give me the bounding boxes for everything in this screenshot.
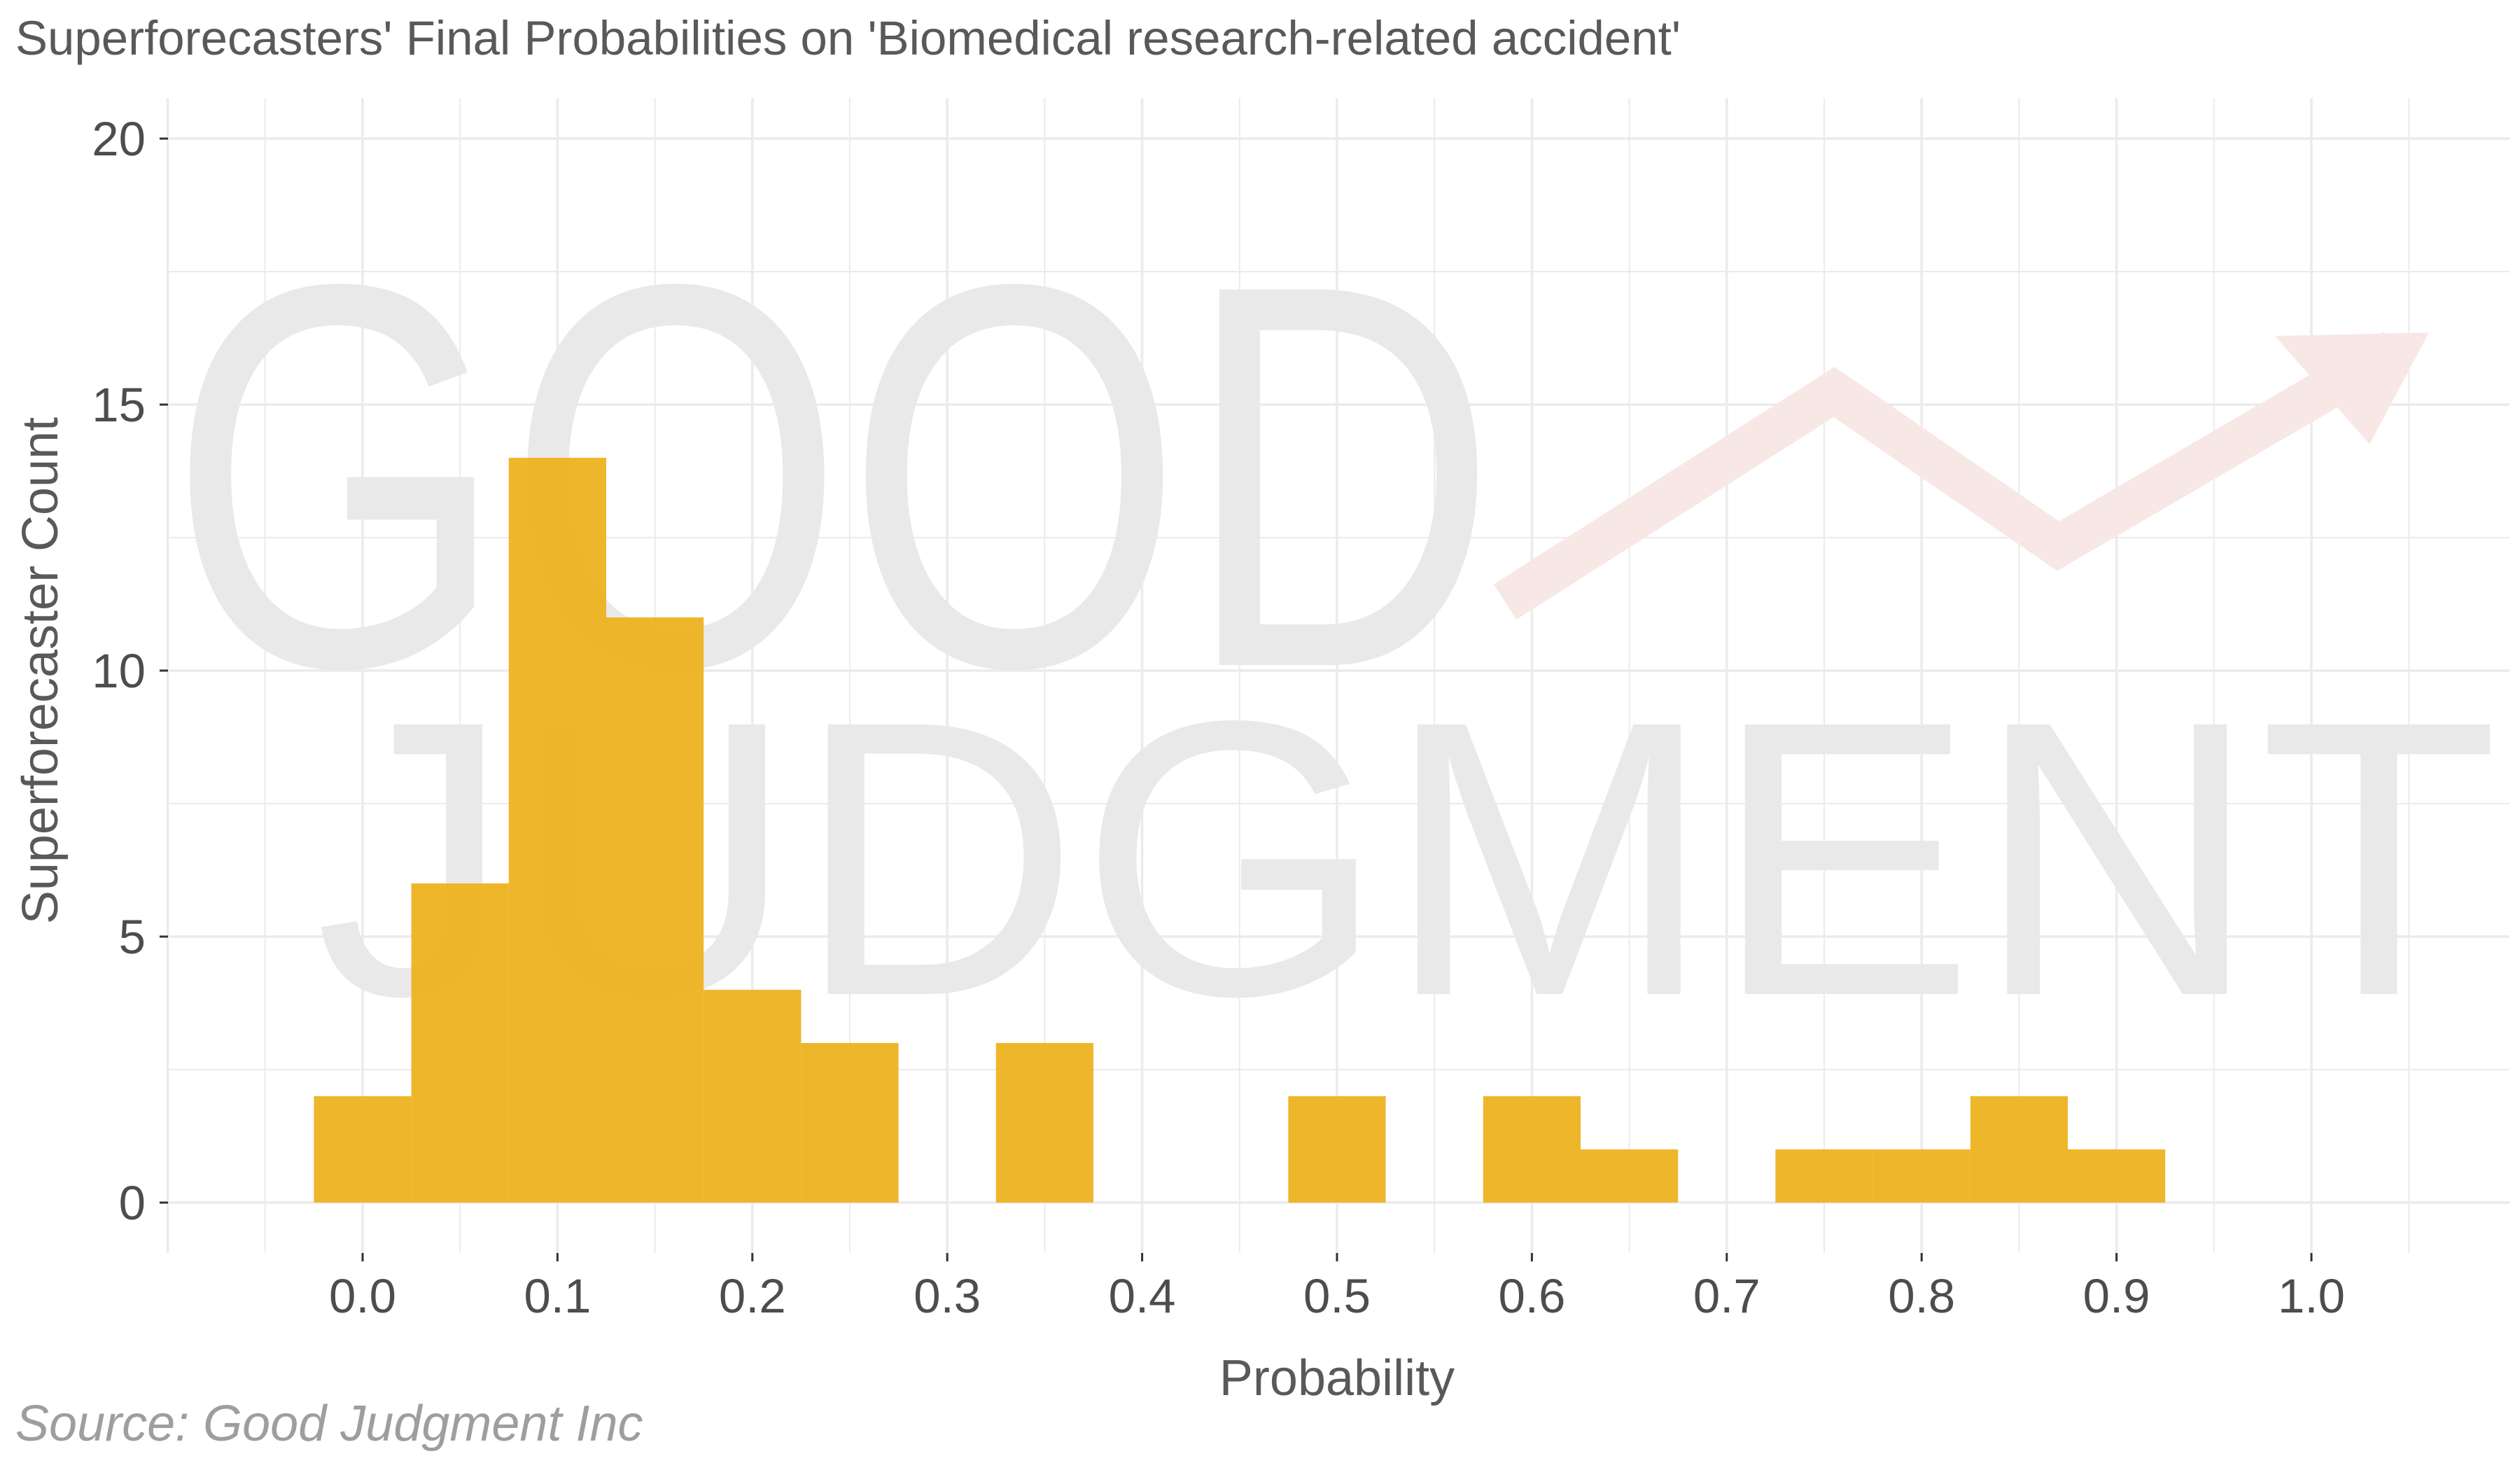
x-tick-label: 0.9 (2083, 1269, 2150, 1323)
gridlines (166, 98, 2510, 1253)
x-tick-label: 0.1 (524, 1269, 591, 1323)
x-axis-label: Probability (1219, 1350, 1455, 1406)
y-tick-label: 5 (119, 910, 146, 964)
histogram-bar (606, 617, 704, 1203)
histogram-bar (1970, 1096, 2068, 1203)
y-axis-label: Superforecaster Count (13, 417, 69, 924)
x-tick-label: 0.7 (1693, 1269, 1760, 1323)
x-tick-label: 0.3 (913, 1269, 981, 1323)
histogram-bar (2068, 1149, 2166, 1203)
histogram-bars (314, 458, 2166, 1203)
histogram-bar (1872, 1149, 1970, 1203)
y-tick-label: 10 (92, 644, 146, 698)
axes: 0.0 0.1 0.2 0.3 0.4 0.5 0.6 0.7 0.8 0.9 1.0 0 5 10 15 2… (92, 112, 2345, 1323)
histogram-bar (704, 990, 802, 1203)
x-tick-label: 0.4 (1109, 1269, 1176, 1323)
watermark-line-1: GOOD (168, 172, 1498, 781)
histogram-bar (508, 458, 606, 1203)
histogram-bar (1775, 1149, 1873, 1203)
histogram-bar (1581, 1149, 1679, 1203)
x-tick-label: 0.6 (1498, 1269, 1565, 1323)
histogram-bar (314, 1096, 412, 1203)
histogram-bar (801, 1043, 899, 1203)
y-tick-label: 0 (119, 1176, 146, 1230)
y-tick-label: 15 (92, 378, 146, 432)
chart-title: Superforecasters' Final Probabilities on… (15, 11, 1681, 65)
histogram-bar (995, 1043, 1093, 1203)
histogram-bar (1288, 1096, 1386, 1203)
x-tick-label: 0.0 (329, 1269, 396, 1323)
x-tick-label: 1.0 (2278, 1269, 2345, 1323)
x-tick-label: 0.5 (1303, 1269, 1371, 1323)
histogram-bar (411, 883, 509, 1203)
histogram-bar (1483, 1096, 1581, 1203)
x-tick-label: 0.2 (719, 1269, 786, 1323)
source-caption: Source: Good Judgment Inc (15, 1396, 643, 1452)
trend-arrow-icon (1493, 332, 2429, 620)
y-tick-label: 20 (92, 112, 146, 166)
x-tick-label: 0.8 (1888, 1269, 1955, 1323)
